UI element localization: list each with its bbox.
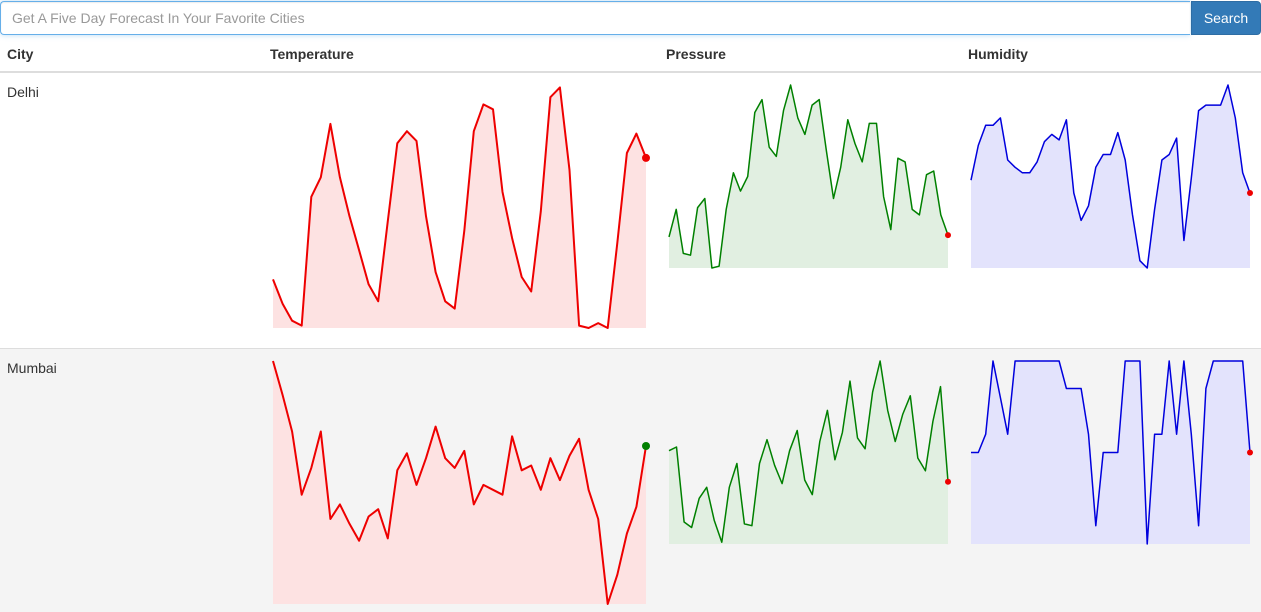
- search-bar: Search: [0, 0, 1261, 36]
- temperature-area-mumbai: [273, 361, 646, 604]
- humidity-area-delhi: [971, 85, 1250, 268]
- header-humidity: Humidity: [968, 46, 1028, 62]
- pressure-endpoint-mumbai: [945, 478, 951, 485]
- pressure-area-delhi: [669, 85, 948, 268]
- header-city: City: [7, 46, 34, 62]
- humidity-line-mumbai: [971, 360, 1251, 545]
- temperature-area-delhi: [273, 87, 646, 329]
- pressure-sparkline-delhi: [668, 84, 951, 269]
- pressure-sparkline-mumbai: [668, 360, 951, 544]
- header-temperature: Temperature: [270, 46, 354, 62]
- header-pressure: Pressure: [666, 46, 726, 62]
- humidity-sparkline-delhi: [970, 84, 1253, 269]
- temperature-sparkline-delhi: [272, 86, 650, 329]
- pressure-area-mumbai: [669, 361, 948, 544]
- temperature-endpoint-delhi: [642, 153, 650, 162]
- temperature-line-mumbai: [272, 360, 647, 605]
- city-name-delhi: Delhi: [7, 84, 39, 100]
- temperature-endpoint-mumbai: [642, 442, 650, 450]
- table-header: City Temperature Pressure Humidity: [0, 36, 1261, 73]
- humidity-endpoint-mumbai: [1247, 449, 1253, 456]
- pressure-line-delhi: [668, 84, 949, 269]
- city-name-mumbai: Mumbai: [7, 360, 57, 376]
- temperature-line-delhi: [272, 86, 647, 329]
- humidity-line-delhi: [970, 84, 1251, 269]
- search-input[interactable]: [0, 1, 1190, 35]
- pressure-endpoint-delhi: [945, 232, 951, 239]
- humidity-endpoint-delhi: [1247, 190, 1253, 196]
- humidity-sparkline-mumbai: [971, 360, 1253, 545]
- pressure-line-mumbai: [668, 360, 949, 543]
- temperature-sparkline-mumbai: [272, 360, 650, 605]
- search-button[interactable]: Search: [1191, 1, 1261, 35]
